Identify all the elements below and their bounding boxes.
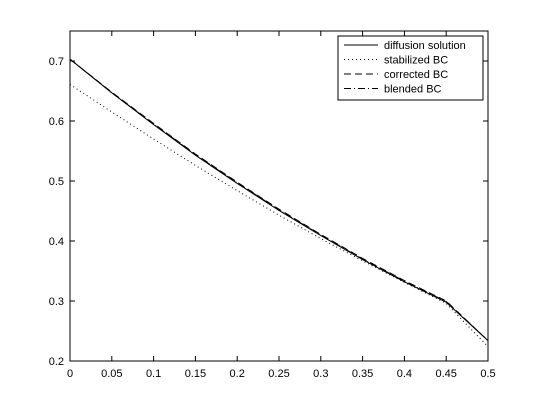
x-tick-label: 0.45 — [435, 368, 456, 380]
y-tick-label: 0.4 — [49, 236, 64, 248]
x-tick-label: 0.15 — [185, 368, 206, 380]
x-tick-label: 0 — [67, 368, 73, 380]
y-tick-label: 0.7 — [49, 56, 64, 68]
x-tick-label: 0.5 — [480, 368, 495, 380]
y-tick-label: 0.5 — [49, 176, 64, 188]
legend-label: blended BC — [384, 84, 442, 96]
x-tick-label: 0.4 — [397, 368, 412, 380]
legend-label: corrected BC — [384, 69, 448, 81]
legend-box — [337, 35, 484, 101]
series-line-blended-bc — [69, 58, 489, 341]
x-tick-label: 0.3 — [313, 368, 328, 380]
x-tick-label: 0.35 — [352, 368, 373, 380]
x-tick-label: 0.2 — [230, 368, 245, 380]
y-tick-label: 0.6 — [49, 116, 64, 128]
y-axis: 0.2 0.3 0.4 0.5 0.6 0.7 — [49, 56, 488, 368]
legend-label: stabilized BC — [384, 55, 448, 67]
legend: diffusion solution stabilized BC corrected… — [337, 35, 484, 101]
series-line-stabilized-bc — [69, 83, 489, 347]
y-tick-label: 0.2 — [49, 356, 64, 368]
legend-label: diffusion solution — [384, 40, 466, 52]
x-tick-label: 0.1 — [146, 368, 161, 380]
x-tick-label: 0.25 — [268, 368, 289, 380]
y-tick-label: 0.3 — [49, 296, 64, 308]
x-axis: 0 0.05 0.1 0.15 0.2 0.25 0.3 0.35 0.4 0.45 0.5 — [67, 31, 496, 380]
series-lines — [69, 58, 489, 347]
x-tick-label: 0.05 — [101, 368, 122, 380]
